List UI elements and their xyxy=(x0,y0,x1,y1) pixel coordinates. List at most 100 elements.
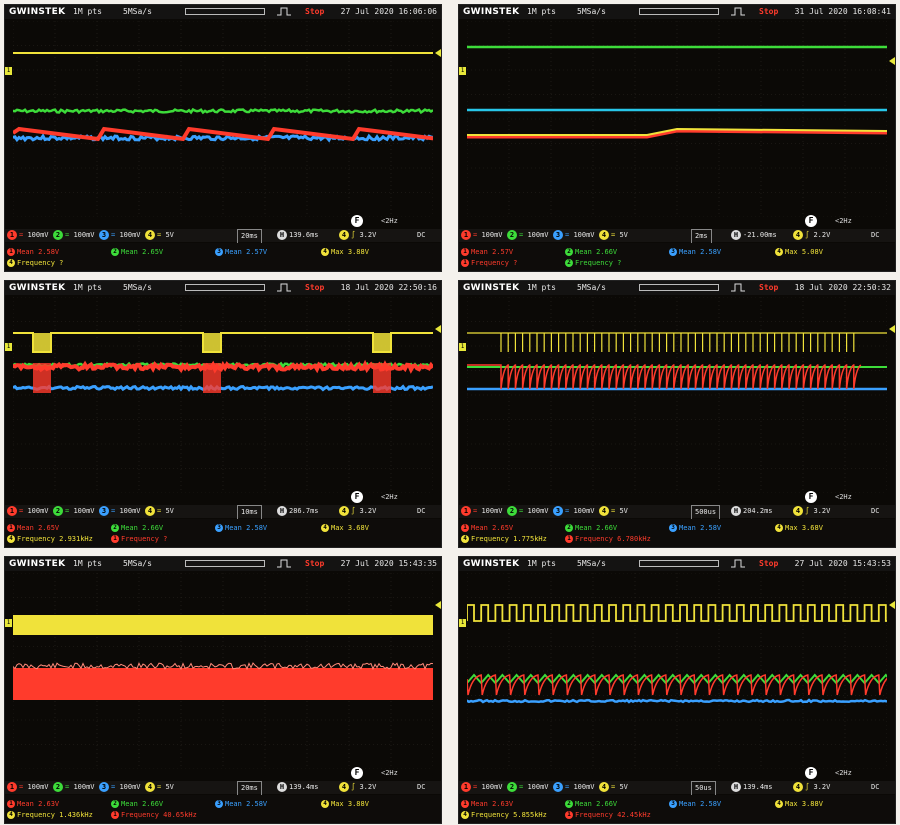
brand-logo: GWINSTEK xyxy=(463,559,520,569)
oscilloscope-screen: GWINSTEK 1M pts 5MSa/s Stop 27 Jul 2020 15:4… xyxy=(4,556,442,824)
measurement: 3 Mean 2.58V xyxy=(669,247,721,258)
channel-scale-2[interactable]: 2 = 100mV xyxy=(53,229,95,242)
trace-ch4 xyxy=(467,604,887,622)
sample-rate: 5MSa/s xyxy=(123,283,152,292)
memory-bar xyxy=(639,8,719,15)
timebase[interactable]: 500us xyxy=(691,505,721,520)
ground-marker-icon: 1 xyxy=(5,343,12,351)
channel-scale-4[interactable]: 4 = 5V xyxy=(599,229,628,242)
function-key[interactable]: F <2Hz xyxy=(805,767,887,779)
measurement: 4 Max 3.68V xyxy=(775,523,823,534)
channel-scale-2[interactable]: 2 = 100mV xyxy=(507,505,549,518)
trigger-setting[interactable]: 4 ∫ 3.2V xyxy=(339,781,376,794)
measurement: 3 Mean 2.57V xyxy=(215,247,267,258)
channel-scale-2[interactable]: 2 = 100mV xyxy=(507,229,549,242)
channel-scale-4[interactable]: 4 = 5V xyxy=(599,781,628,794)
channel-scale-1[interactable]: 1 = 100mV xyxy=(461,505,503,518)
function-key[interactable]: F <2Hz xyxy=(351,491,433,503)
measurement-panel: 1 Mean 2.63V 2 Mean 2.66V 3 Mean 2.58V 4 Max 3.… xyxy=(459,795,895,823)
channel-scale-1[interactable]: 1 = 100mV xyxy=(461,229,503,242)
timebase[interactable]: 2ms xyxy=(691,229,712,244)
measurement: 2 Mean 2.66V xyxy=(565,247,617,258)
trigger-edge-icon xyxy=(731,283,745,292)
channel-scale-1[interactable]: 1 = 100mV xyxy=(7,781,49,794)
record-length: 1M pts xyxy=(73,283,102,292)
ground-marker-icon: 1 xyxy=(5,67,12,75)
channel-scale-4[interactable]: 4 = 5V xyxy=(145,781,174,794)
waveform-plot xyxy=(467,297,887,493)
trigger-setting[interactable]: 4 ∫ 3.2V xyxy=(339,505,376,518)
function-key[interactable]: F <2Hz xyxy=(351,767,433,779)
horizontal-position[interactable]: H 204.2ms xyxy=(731,505,773,518)
timebase[interactable]: 50us xyxy=(691,781,716,796)
trace-ch3 xyxy=(467,698,887,704)
waveform-grid xyxy=(467,297,887,493)
channel-scale-1[interactable]: 1 = 100mV xyxy=(461,781,503,794)
run-status[interactable]: Stop xyxy=(759,283,779,292)
ground-marker-icon: 1 xyxy=(459,67,466,75)
memory-bar xyxy=(185,284,265,291)
trigger-edge-icon xyxy=(731,559,745,568)
measurement: 4 Frequency 2.931kHz xyxy=(7,534,93,545)
horizontal-position[interactable]: H 139.4ms xyxy=(277,781,319,794)
channel-scale-3[interactable]: 3 = 100mV xyxy=(553,505,595,518)
channel-scale-4[interactable]: 4 = 5V xyxy=(145,505,174,518)
run-status[interactable]: Stop xyxy=(759,7,779,16)
horizontal-position[interactable]: H 139.6ms xyxy=(277,229,319,242)
timebase[interactable]: 20ms xyxy=(237,781,262,796)
ground-marker-icon: 1 xyxy=(459,343,466,351)
channel-scale-1[interactable]: 1 = 100mV xyxy=(7,505,49,518)
measurement: 2 Mean 2.66V xyxy=(565,523,617,534)
trigger-level-icon xyxy=(435,49,441,57)
run-status[interactable]: Stop xyxy=(305,7,325,16)
brand-logo: GWINSTEK xyxy=(463,283,520,293)
trigger-level-icon xyxy=(435,601,441,609)
trace-ch1 xyxy=(467,364,862,390)
run-status[interactable]: Stop xyxy=(759,559,779,568)
channel-bar: 1 = 100mV 2 = 100mV 3 = 100mV 4 = 5V 500us H 204.2… xyxy=(459,505,895,520)
channel-scale-2[interactable]: 2 = 100mV xyxy=(507,781,549,794)
function-key[interactable]: F <2Hz xyxy=(351,215,433,227)
waveform-grid xyxy=(467,573,887,769)
channel-scale-3[interactable]: 3 = 100mV xyxy=(553,229,595,242)
waveform-plot xyxy=(13,573,433,769)
trigger-setting[interactable]: 4 ∫ 2.2V xyxy=(793,229,830,242)
run-status[interactable]: Stop xyxy=(305,559,325,568)
timebase[interactable]: 20ms xyxy=(237,229,262,244)
waveform-plot xyxy=(13,21,433,217)
channel-scale-3[interactable]: 3 = 100mV xyxy=(99,229,141,242)
coupling: DC xyxy=(417,507,426,515)
oscilloscope-screen: GWINSTEK 1M pts 5MSa/s Stop 27 Jul 2020 16:0… xyxy=(4,4,442,272)
channel-scale-3[interactable]: 3 = 100mV xyxy=(553,781,595,794)
measurement: 2 Mean 2.66V xyxy=(111,799,163,810)
ground-marker-icon: 1 xyxy=(459,619,466,627)
trigger-edge-icon xyxy=(731,7,745,16)
run-status[interactable]: Stop xyxy=(305,283,325,292)
channel-bar: 1 = 100mV 2 = 100mV 3 = 100mV 4 = 5V 20ms H 139.4m… xyxy=(5,781,441,796)
channel-scale-2[interactable]: 2 = 100mV xyxy=(53,781,95,794)
trigger-setting[interactable]: 4 ∫ 3.2V xyxy=(793,781,830,794)
horizontal-position[interactable]: H 286.7ms xyxy=(277,505,319,518)
measurement: 2 Mean 2.65V xyxy=(111,247,163,258)
channel-scale-3[interactable]: 3 = 100mV xyxy=(99,781,141,794)
channel-scale-4[interactable]: 4 = 5V xyxy=(145,229,174,242)
channel-scale-4[interactable]: 4 = 5V xyxy=(599,505,628,518)
channel-scale-3[interactable]: 3 = 100mV xyxy=(99,505,141,518)
timebase[interactable]: 10ms xyxy=(237,505,262,520)
horizontal-position[interactable]: H -21.00ms xyxy=(731,229,777,242)
horizontal-position[interactable]: H 139.4ms xyxy=(731,781,773,794)
function-key[interactable]: F <2Hz xyxy=(805,491,887,503)
channel-scale-1[interactable]: 1 = 100mV xyxy=(7,229,49,242)
memory-bar xyxy=(185,8,265,15)
measurement: 4 Frequency 1.436kHz xyxy=(7,810,93,821)
measurement: 1 Mean 2.58V xyxy=(7,247,59,258)
timestamp: 18 Jul 2020 22:50:16 xyxy=(340,283,437,292)
measurement: 2 Mean 2.66V xyxy=(565,799,617,810)
timestamp: 27 Jul 2020 16:06:06 xyxy=(340,7,437,16)
trigger-edge-icon xyxy=(277,7,291,16)
channel-scale-2[interactable]: 2 = 100mV xyxy=(53,505,95,518)
measurement: 4 Frequency 5.855kHz xyxy=(461,810,547,821)
trigger-setting[interactable]: 4 ∫ 3.2V xyxy=(339,229,376,242)
function-key[interactable]: F <2Hz xyxy=(805,215,887,227)
trigger-setting[interactable]: 4 ∫ 3.2V xyxy=(793,505,830,518)
